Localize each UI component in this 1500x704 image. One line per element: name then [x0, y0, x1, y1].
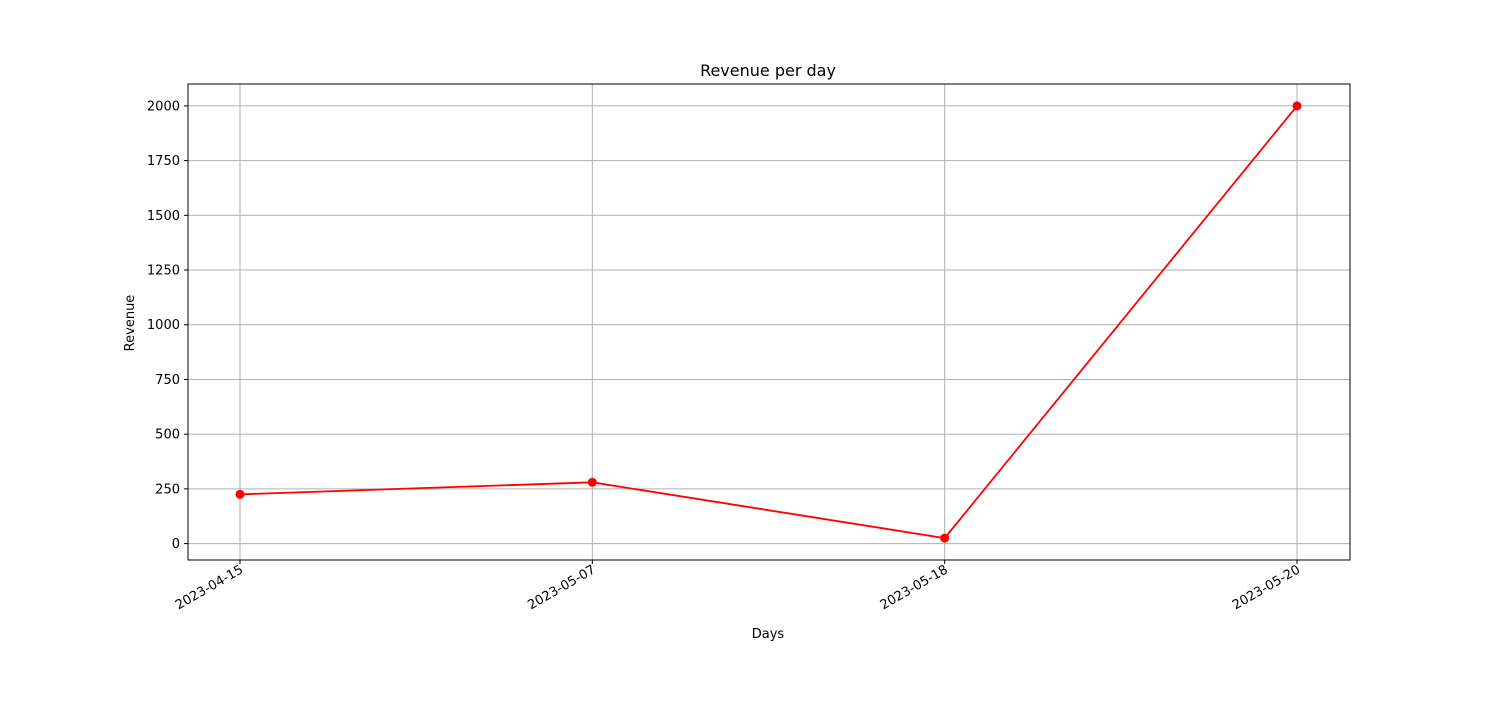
chart-title: Revenue per day [700, 61, 836, 80]
y-tick-label: 1750 [147, 154, 180, 169]
data-point [1292, 101, 1302, 111]
data-point [587, 477, 597, 487]
y-tick-label: 1500 [147, 209, 180, 224]
grid [188, 84, 1350, 560]
series-layer [235, 101, 1302, 543]
x-axis-label: Days [752, 627, 785, 642]
y-tick-label: 2000 [147, 99, 180, 114]
series-line [239, 105, 1298, 540]
y-axis-label: Revenue [123, 295, 138, 352]
y-tick-label: 0 [172, 537, 180, 552]
data-point [940, 533, 950, 543]
y-tick-label: 1250 [147, 264, 180, 279]
plot-frame [187, 83, 1351, 561]
y-tick-label: 250 [155, 482, 180, 497]
data-point [235, 489, 245, 499]
y-axis-ticks: 0 250 500 750 1000 1250 1500 1750 2000 [147, 99, 188, 552]
y-tick-label: 500 [155, 428, 180, 443]
y-tick-label: 750 [155, 373, 180, 388]
y-tick-label: 1000 [147, 318, 180, 333]
